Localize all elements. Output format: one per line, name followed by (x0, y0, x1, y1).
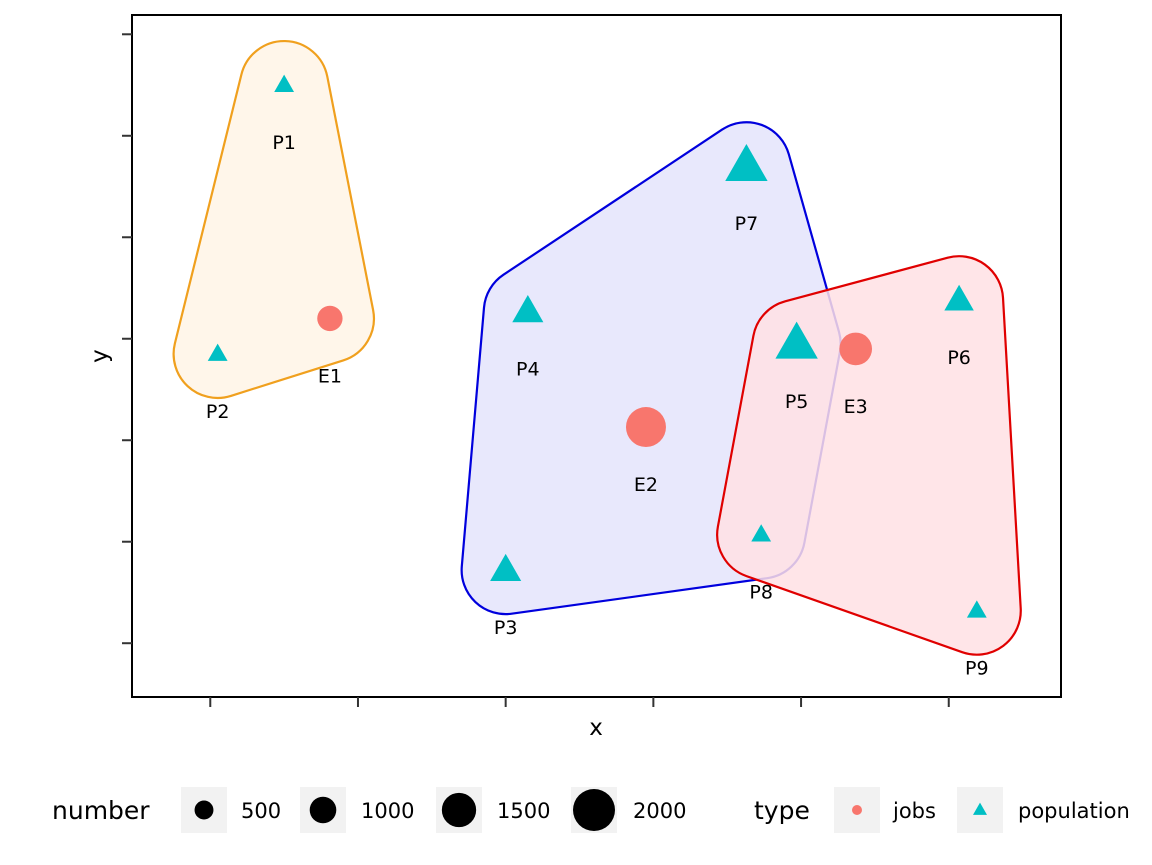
legend: number 500 1000 1500 2000 type jobs populati… (52, 787, 1130, 833)
point-label-P2: P2 (206, 401, 230, 423)
legend-number-symbol-1500 (441, 792, 477, 828)
point-P8 (751, 524, 772, 542)
point-label-E2: E2 (634, 474, 658, 496)
plot-border (131, 14, 1062, 698)
point-label-P3: P3 (494, 617, 518, 639)
legend-number-label-500: 500 (241, 799, 281, 823)
point-labels: P1 P2 E1 P3 P4 E2 P7 P5 E3 P6 P8 P9 (206, 132, 989, 680)
point-label-P9: P9 (965, 658, 989, 680)
point-E1 (317, 305, 343, 332)
point-P3 (490, 553, 522, 582)
legend-type-symbol-population (973, 802, 987, 815)
point-E3 (839, 332, 873, 366)
point-P4 (512, 295, 544, 323)
x-axis-title: x (589, 715, 603, 741)
point-label-E3: E3 (844, 396, 868, 418)
y-axis-ticks (122, 33, 132, 645)
x-axis-ticks (209, 697, 950, 707)
legend-number-label-1500: 1500 (497, 799, 550, 823)
legend-type-label-jobs: jobs (892, 799, 936, 823)
point-label-P8: P8 (749, 582, 773, 604)
point-label-P7: P7 (735, 213, 759, 235)
point-label-P4: P4 (516, 358, 540, 380)
point-P2 (207, 343, 228, 361)
point-P9 (966, 600, 987, 618)
legend-number-entries: 500 1000 1500 2000 (181, 787, 686, 833)
legend-type-entries: jobs population (834, 787, 1130, 833)
point-P7 (725, 143, 768, 182)
y-axis-title: y (87, 349, 113, 363)
point-label-E1: E1 (318, 365, 342, 387)
point-P5 (775, 321, 818, 359)
point-P6 (944, 284, 974, 311)
point-P1 (274, 74, 295, 92)
legend-number-label-2000: 2000 (633, 799, 686, 823)
legend-number-symbol-2000 (573, 789, 615, 831)
legend-type-symbol-jobs (852, 805, 862, 815)
point-label-P1: P1 (272, 132, 296, 154)
legend-number-symbol-1000 (309, 796, 337, 824)
data-points (207, 74, 987, 618)
point-label-P6: P6 (947, 347, 971, 369)
point-label-P5: P5 (785, 391, 809, 413)
legend-number-title: number (52, 796, 150, 825)
legend-number-symbol-500 (194, 800, 214, 820)
legend-type-title: type (754, 796, 810, 825)
point-E2 (625, 407, 666, 448)
legend-type-label-population: population (1018, 799, 1130, 823)
legend-number-label-1000: 1000 (361, 799, 414, 823)
